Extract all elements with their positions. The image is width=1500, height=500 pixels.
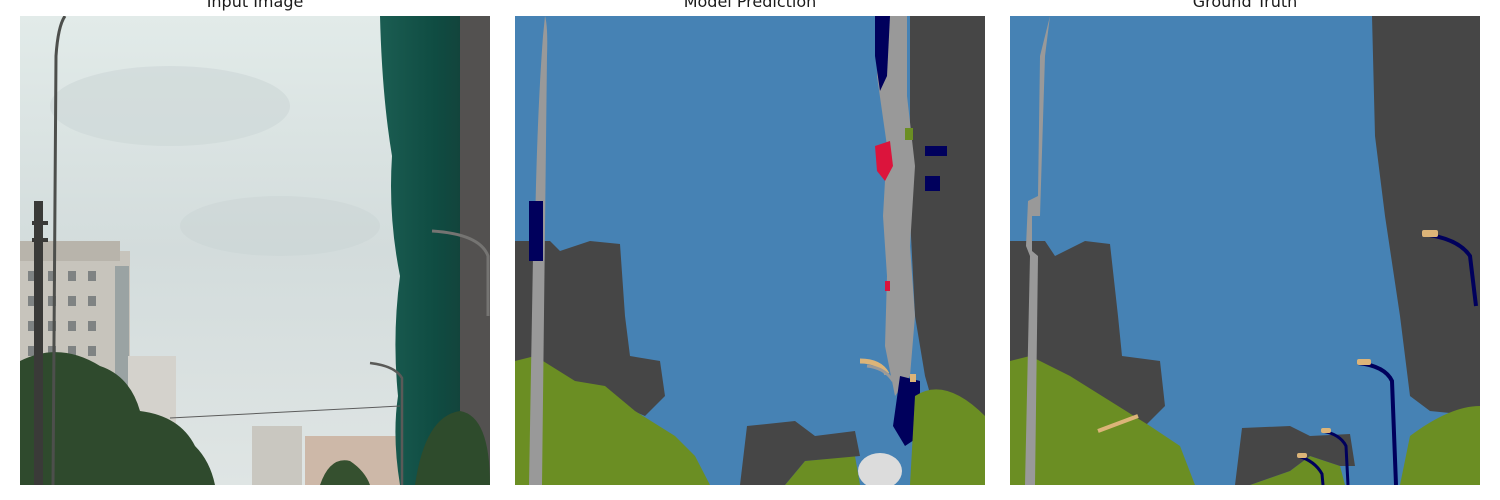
input-image-title: Input Image <box>206 0 304 11</box>
ground-truth-image <box>1010 16 1480 485</box>
input-image-panel: Input Image <box>20 0 490 500</box>
ground-truth-title: Ground Truth <box>1192 0 1298 11</box>
model-prediction-panel: Model Prediction <box>515 0 985 500</box>
model-prediction-image <box>515 16 985 485</box>
ground-truth-panel: Ground Truth <box>1010 0 1480 500</box>
model-prediction-title: Model Prediction <box>683 0 817 11</box>
input-image <box>20 16 490 485</box>
